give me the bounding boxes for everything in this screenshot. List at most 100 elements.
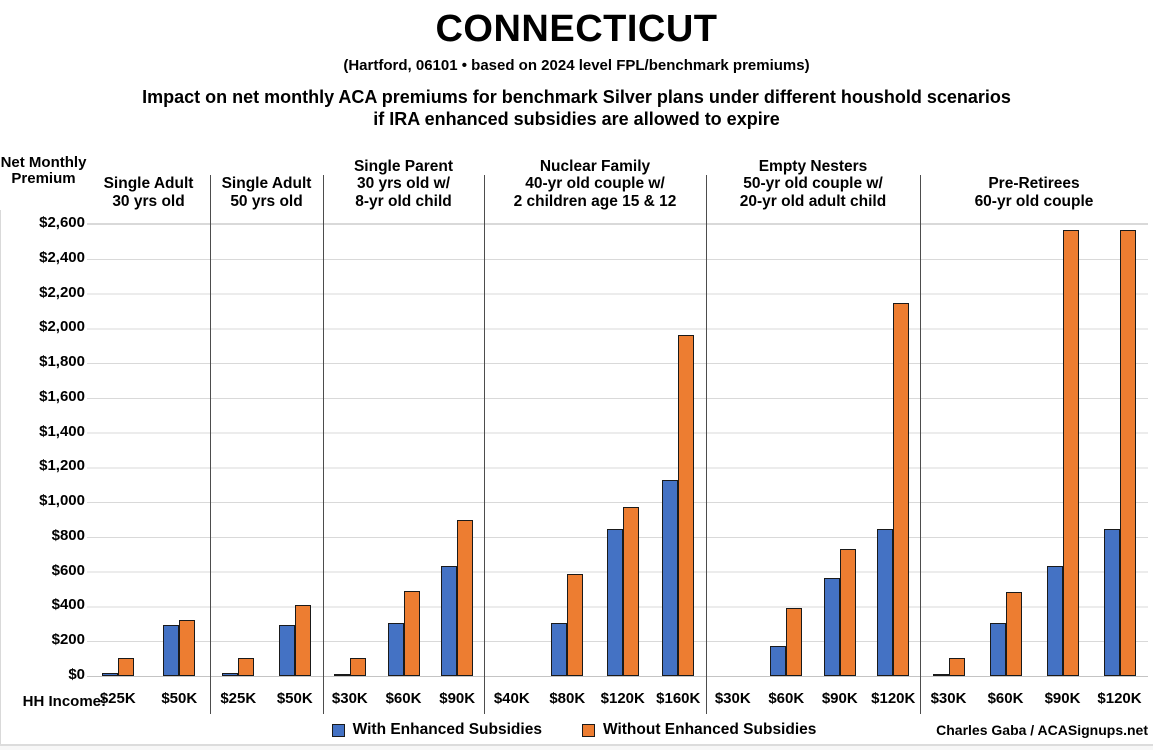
y-tick-label: $1,400 [39,422,85,440]
bar-with-enhanced-subsidies [163,624,180,676]
chart-description: Impact on net monthly ACA premiums for b… [0,86,1153,130]
income-label: $120K [1097,690,1142,707]
category-cell [484,224,540,676]
bar-with-enhanced-subsidies [662,479,679,676]
scenario-panel-header-line: 60-yr old couple [974,192,1094,210]
category-cell [377,224,431,676]
category-cell [87,224,149,676]
bar-with-enhanced-subsidies [101,672,118,676]
category-cell [1091,224,1148,676]
bar-with-enhanced-subsidies [333,674,350,676]
y-tick-label: $2,200 [39,283,85,301]
income-labels-row: $25K $50K [210,677,323,714]
scenario-panel-header: Pre-Retirees 60-yr old couple [920,155,1148,223]
scenario-panel-header-line: 30 yrs old w/ [356,175,451,192]
scenario-panel-header-line: 2 children age 15 & 12 [513,192,677,210]
bar-without-enhanced-subsidies [948,657,965,676]
bar-with-enhanced-subsidies [932,674,949,676]
bar-without-enhanced-subsidies [1062,230,1079,676]
panel-plot-area [210,223,323,677]
income-label: $30K [714,690,751,707]
bar-with-enhanced-subsidies [1103,529,1120,676]
y-tick-label: $2,600 [39,214,85,231]
chart-left-edge [0,210,1,745]
scenario-panel-header-line: 50 yrs old [230,192,303,210]
scenario-panel-header-line: 40-yr old couple w/ [525,175,665,192]
income-label: $40K [493,690,530,707]
legend: With Enhanced Subsidies Without Enhanced … [0,721,1148,739]
scenario-panel: Single Adult 30 yrs old $25K $50K [87,155,211,714]
scenario-panel: Single Adult 50 yrs old $25K $50K [210,155,324,714]
scenario-panel: Nuclear Family 40-yr old couple w/2 child… [484,155,707,714]
income-label: $90K [1044,690,1081,707]
bar-without-enhanced-subsidies [457,520,474,676]
income-label: $60K [385,690,422,707]
income-label: $30K [331,690,368,707]
scenario-panel-header: Single Adult 30 yrs old [87,155,210,223]
bar-without-enhanced-subsidies [1005,591,1022,676]
scenario-panel-header: Nuclear Family 40-yr old couple w/2 child… [484,155,706,223]
income-label: $50K [276,690,313,707]
bar-without-enhanced-subsidies [622,506,639,676]
income-labels-row: $25K $50K [87,677,210,714]
legend-label: Without Enhanced Subsidies [602,721,817,738]
y-axis-title-line: Monthly [28,154,87,171]
y-axis-title: Net Monthly Premium [0,155,87,187]
income-labels-row: $30K $60K $90K $120K [920,677,1148,714]
background-strip [0,746,1153,750]
category-cell [977,224,1034,676]
y-axis-title-line: Premium [11,170,76,187]
category-cell [267,224,324,676]
scenario-panel-header: Empty Nesters 50-yr old couple w/20-yr ol… [706,155,920,223]
y-tick-label: $1,800 [39,353,85,371]
bar-with-enhanced-subsidies [278,624,295,676]
income-label: $120K [600,690,645,707]
bar-without-enhanced-subsidies [678,335,695,676]
legend-item: With Enhanced Subsidies [331,721,542,739]
income-label: $25K [99,690,136,707]
y-tick-label: $0 [68,666,85,683]
bar-without-enhanced-subsidies [839,549,856,676]
category-cell [149,224,211,676]
bar-without-enhanced-subsidies [786,608,803,676]
income-label: $60K [768,690,805,707]
chart-title: CONNECTICUT [435,8,718,50]
bar-with-enhanced-subsidies [606,529,623,676]
bar-with-enhanced-subsidies [877,529,894,676]
income-label: $90K [821,690,858,707]
y-axis-title-line: Net [0,154,25,171]
income-label: $30K [930,690,967,707]
y-tick-label: $600 [51,561,85,579]
income-label: $80K [549,690,586,707]
category-cell [210,224,267,676]
bar-without-enhanced-subsidies [567,574,584,676]
bar-with-enhanced-subsidies [387,622,404,676]
scenario-panel-header-line: Nuclear Family [539,157,651,175]
legend-swatch-icon [331,723,345,737]
scenario-panel: Pre-Retirees 60-yr old couple $30K $60K $90K… [920,155,1148,714]
income-labels-row: $30K $60K $90K [323,677,484,714]
y-tick-label: $1,200 [39,457,85,475]
scenario-panel-header-line: 8-yr old child [355,192,452,210]
legend-label: With Enhanced Subsidies [352,721,542,738]
chart-subtitle: (Hartford, 06101 • based on 2024 level F… [343,57,810,74]
bar-without-enhanced-subsidies [117,657,134,676]
y-axis: Net Monthly Premium $0 $200 $400 $600 $800 $1… [0,155,106,714]
scenario-panel-header-line: 30 yrs old [112,192,185,210]
panel-plot-area [920,223,1148,677]
category-cell [595,224,651,676]
y-tick-label: $400 [51,596,85,614]
y-tick-label: $2,000 [39,318,85,336]
y-tick-label: $2,400 [39,248,85,266]
bar-with-enhanced-subsidies [441,565,458,676]
category-cell [813,224,867,676]
income-labels-row: $30K $60K $90K $120K [706,677,920,714]
bar-with-enhanced-subsidies [1046,565,1063,676]
chart-bottom-edge [0,744,1153,746]
bar-chart: Net Monthly Premium $0 $200 $400 $600 $800 $1… [0,155,1148,714]
bar-with-enhanced-subsidies [770,646,787,676]
chart-description-line2: if IRA enhanced subsidies are allowed to… [373,109,780,129]
panel-plot-area [323,223,484,677]
panel-plot-area [706,223,920,677]
category-cell [760,224,814,676]
